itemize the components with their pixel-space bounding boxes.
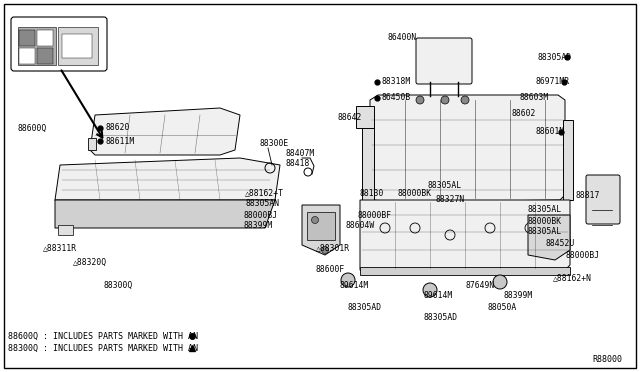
Polygon shape xyxy=(55,200,275,228)
Bar xyxy=(307,212,335,240)
Text: 88305AN: 88305AN xyxy=(245,199,279,208)
Text: 88399M: 88399M xyxy=(503,291,532,299)
Circle shape xyxy=(416,96,424,104)
Text: △88162+N: △88162+N xyxy=(553,273,592,282)
Text: 88305AL: 88305AL xyxy=(428,182,462,190)
Text: 88600Q : INCLUDES PARTS MARKED WITH AN: 88600Q : INCLUDES PARTS MARKED WITH AN xyxy=(8,331,198,340)
FancyBboxPatch shape xyxy=(416,38,472,84)
Bar xyxy=(37,30,53,46)
Bar xyxy=(19,48,35,64)
Text: 88600F: 88600F xyxy=(316,266,345,275)
Bar xyxy=(88,138,96,150)
Circle shape xyxy=(341,273,355,287)
Text: 88418: 88418 xyxy=(285,158,309,167)
Circle shape xyxy=(312,217,319,224)
Text: 86400N: 86400N xyxy=(388,33,417,42)
Text: 88000BK: 88000BK xyxy=(397,189,431,198)
Circle shape xyxy=(461,96,469,104)
Text: △88162+T: △88162+T xyxy=(245,189,284,198)
Text: 88611M: 88611M xyxy=(105,137,134,145)
Polygon shape xyxy=(55,200,275,210)
Text: 87649N: 87649N xyxy=(465,280,494,289)
Text: 88000BJ: 88000BJ xyxy=(565,250,599,260)
Text: 88620: 88620 xyxy=(105,124,129,132)
Bar xyxy=(362,120,374,200)
Polygon shape xyxy=(302,205,340,255)
Text: 88318M: 88318M xyxy=(382,77,412,87)
Text: 86450B: 86450B xyxy=(382,93,412,103)
Text: 88603M: 88603M xyxy=(520,93,549,102)
Text: △88320Q: △88320Q xyxy=(73,257,107,266)
Text: 88601M: 88601M xyxy=(536,128,565,137)
Bar xyxy=(18,27,56,65)
Polygon shape xyxy=(90,108,240,155)
Text: R88000: R88000 xyxy=(592,356,622,365)
Text: 88050A: 88050A xyxy=(487,304,516,312)
Bar xyxy=(37,48,53,64)
Text: 88600Q: 88600Q xyxy=(18,124,47,132)
Text: 88305AD: 88305AD xyxy=(538,52,572,61)
Text: △88311R: △88311R xyxy=(43,244,77,253)
Text: 88817: 88817 xyxy=(575,190,600,199)
Text: 88000BF: 88000BF xyxy=(357,211,391,219)
Text: 89614M: 89614M xyxy=(340,280,369,289)
Text: 86971MR: 86971MR xyxy=(535,77,569,87)
Text: 88305AD: 88305AD xyxy=(424,314,458,323)
Text: 88300Q : INCLUDES PARTS MARKED WITH AN: 88300Q : INCLUDES PARTS MARKED WITH AN xyxy=(8,343,198,353)
Text: 88130: 88130 xyxy=(360,189,385,198)
Polygon shape xyxy=(528,215,570,260)
Bar xyxy=(356,106,374,128)
Circle shape xyxy=(321,247,328,253)
Text: 89614M: 89614M xyxy=(424,291,453,299)
Bar xyxy=(563,120,573,200)
Text: 88300Q: 88300Q xyxy=(103,280,132,289)
Text: 88407M: 88407M xyxy=(285,148,314,157)
Text: 88305AD: 88305AD xyxy=(348,304,382,312)
Polygon shape xyxy=(370,95,565,202)
Text: 88399M: 88399M xyxy=(243,221,272,231)
Text: 88305AL: 88305AL xyxy=(528,205,562,215)
Text: △88301R: △88301R xyxy=(316,244,350,253)
Bar xyxy=(19,30,35,46)
Text: 88300E: 88300E xyxy=(260,138,289,148)
Text: 88000BK: 88000BK xyxy=(528,217,562,225)
Text: 88452U: 88452U xyxy=(546,238,575,247)
Bar xyxy=(360,267,570,275)
Bar xyxy=(62,34,92,58)
Bar xyxy=(58,225,73,235)
Bar xyxy=(58,27,98,65)
Polygon shape xyxy=(55,158,280,210)
Circle shape xyxy=(423,283,437,297)
Polygon shape xyxy=(360,200,570,270)
Text: 88000BJ: 88000BJ xyxy=(243,211,277,219)
Text: 88642: 88642 xyxy=(338,113,362,122)
Circle shape xyxy=(441,96,449,104)
FancyBboxPatch shape xyxy=(11,17,107,71)
Circle shape xyxy=(493,275,507,289)
Text: 88305AL: 88305AL xyxy=(528,228,562,237)
Text: 88327N: 88327N xyxy=(435,196,464,205)
Text: 88602: 88602 xyxy=(512,109,536,118)
Text: 88604W: 88604W xyxy=(345,221,374,231)
FancyBboxPatch shape xyxy=(586,175,620,224)
